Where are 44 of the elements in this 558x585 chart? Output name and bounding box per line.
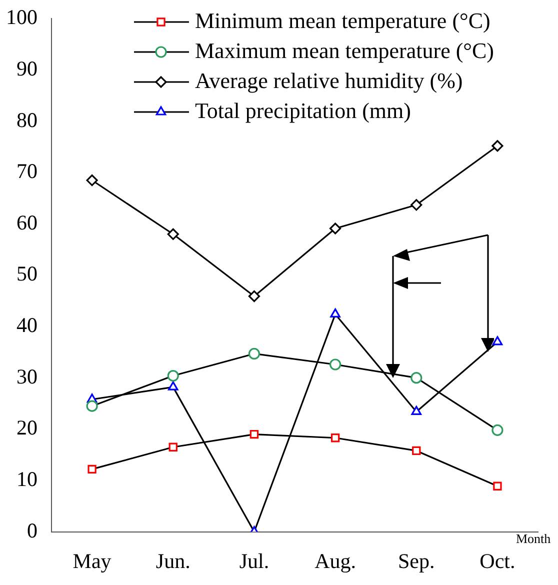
y-tick-label: 0 bbox=[27, 518, 38, 542]
y-tick-label: 80 bbox=[16, 108, 38, 132]
point bbox=[492, 336, 503, 346]
point bbox=[493, 482, 502, 490]
point bbox=[492, 424, 504, 436]
y-tick-label: 30 bbox=[16, 364, 38, 388]
y-tick-label: 50 bbox=[16, 262, 38, 286]
point bbox=[86, 400, 98, 412]
point bbox=[167, 370, 179, 382]
point bbox=[168, 381, 178, 390]
y-tick-label: 70 bbox=[16, 159, 38, 184]
y-tick-label: 10 bbox=[16, 466, 38, 491]
point bbox=[167, 228, 179, 240]
point bbox=[168, 442, 178, 452]
point bbox=[330, 308, 340, 318]
point bbox=[410, 199, 422, 211]
point bbox=[88, 464, 96, 474]
legend-label: Total precipitation (mm) bbox=[195, 98, 411, 123]
legend-label: Maximum mean temperature (°C) bbox=[195, 38, 494, 63]
x-axis-title: Month bbox=[516, 531, 552, 546]
x-tick-label: May bbox=[72, 548, 112, 573]
point bbox=[330, 434, 340, 442]
point bbox=[410, 372, 422, 384]
y-tick-label: 100 bbox=[6, 5, 38, 30]
point bbox=[248, 290, 260, 302]
point bbox=[248, 348, 260, 360]
point bbox=[411, 406, 422, 416]
x-tick-label: Jul. bbox=[239, 548, 270, 573]
point bbox=[86, 174, 98, 186]
x-tick-label: Oct. bbox=[480, 548, 516, 573]
x-tick-label: Aug. bbox=[314, 548, 356, 573]
point bbox=[412, 446, 421, 456]
point bbox=[250, 430, 259, 439]
point bbox=[329, 222, 342, 234]
x-tick-label: Sep. bbox=[398, 548, 435, 573]
x-tick-label: Jun. bbox=[156, 548, 190, 573]
point bbox=[492, 140, 504, 152]
y-tick-label: 20 bbox=[16, 416, 38, 440]
legend-label: Average relative humidity (%) bbox=[195, 68, 463, 93]
legend-label: Minimum mean temperature (°C) bbox=[195, 8, 490, 33]
y-tick-label: 60 bbox=[16, 210, 38, 234]
y-tick-label: 40 bbox=[16, 313, 38, 338]
point bbox=[329, 358, 342, 370]
y-tick-label: 90 bbox=[16, 56, 38, 80]
